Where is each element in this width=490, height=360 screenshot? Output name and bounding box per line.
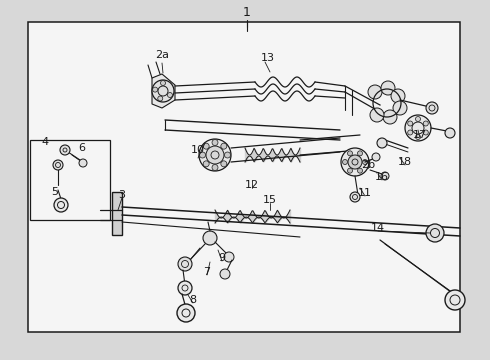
Circle shape bbox=[161, 81, 166, 86]
Circle shape bbox=[199, 139, 231, 171]
Circle shape bbox=[203, 161, 209, 167]
Circle shape bbox=[152, 80, 174, 102]
Circle shape bbox=[203, 143, 209, 149]
Circle shape bbox=[54, 198, 68, 212]
Text: 6: 6 bbox=[78, 143, 85, 153]
Circle shape bbox=[199, 152, 205, 158]
Circle shape bbox=[372, 153, 380, 161]
Text: 9: 9 bbox=[219, 253, 225, 263]
Text: 11: 11 bbox=[358, 188, 372, 198]
Circle shape bbox=[203, 231, 217, 245]
Circle shape bbox=[423, 130, 428, 135]
Text: 7: 7 bbox=[203, 267, 211, 277]
Circle shape bbox=[370, 108, 384, 122]
Circle shape bbox=[177, 304, 195, 322]
Polygon shape bbox=[152, 74, 175, 108]
Text: 8: 8 bbox=[190, 295, 196, 305]
Text: 12: 12 bbox=[245, 180, 259, 190]
Bar bbox=[28, 22, 460, 332]
Circle shape bbox=[381, 172, 389, 180]
Circle shape bbox=[350, 192, 360, 202]
Circle shape bbox=[408, 121, 413, 126]
Circle shape bbox=[358, 168, 363, 173]
Circle shape bbox=[426, 102, 438, 114]
Text: 14: 14 bbox=[371, 223, 385, 233]
Text: 5: 5 bbox=[51, 187, 58, 197]
Circle shape bbox=[158, 96, 163, 101]
Circle shape bbox=[348, 155, 362, 169]
Circle shape bbox=[368, 85, 382, 99]
Circle shape bbox=[381, 81, 395, 95]
Circle shape bbox=[423, 121, 428, 126]
Text: 13: 13 bbox=[261, 53, 275, 63]
Circle shape bbox=[358, 151, 363, 156]
Text: 10: 10 bbox=[191, 145, 205, 155]
Circle shape bbox=[405, 115, 431, 141]
Circle shape bbox=[152, 87, 158, 92]
Text: 1: 1 bbox=[243, 5, 251, 18]
Circle shape bbox=[416, 117, 420, 122]
Circle shape bbox=[426, 224, 444, 242]
Circle shape bbox=[168, 93, 172, 98]
Circle shape bbox=[445, 290, 465, 310]
Polygon shape bbox=[112, 192, 122, 235]
Circle shape bbox=[347, 151, 352, 156]
Circle shape bbox=[347, 168, 352, 173]
Circle shape bbox=[178, 257, 192, 271]
Circle shape bbox=[408, 130, 413, 135]
Circle shape bbox=[79, 159, 87, 167]
Circle shape bbox=[416, 135, 420, 140]
Circle shape bbox=[212, 140, 218, 145]
Text: 15: 15 bbox=[263, 195, 277, 205]
Circle shape bbox=[221, 161, 227, 167]
Text: 4: 4 bbox=[42, 137, 49, 147]
Circle shape bbox=[363, 159, 368, 165]
Circle shape bbox=[178, 281, 192, 295]
Circle shape bbox=[60, 145, 70, 155]
Circle shape bbox=[383, 110, 397, 124]
Text: 16: 16 bbox=[375, 172, 389, 182]
Text: 17: 17 bbox=[413, 130, 427, 140]
Text: 2a: 2a bbox=[155, 50, 169, 60]
Circle shape bbox=[391, 89, 405, 103]
Circle shape bbox=[341, 148, 369, 176]
Circle shape bbox=[53, 160, 63, 170]
Text: 2b: 2b bbox=[361, 160, 375, 170]
Circle shape bbox=[224, 252, 234, 262]
Circle shape bbox=[393, 101, 407, 115]
Circle shape bbox=[377, 138, 387, 148]
Circle shape bbox=[212, 165, 218, 171]
Bar bbox=[30, 140, 110, 220]
Circle shape bbox=[445, 128, 455, 138]
Circle shape bbox=[221, 143, 227, 149]
Text: 3: 3 bbox=[119, 190, 125, 200]
Circle shape bbox=[343, 159, 347, 165]
Circle shape bbox=[224, 152, 230, 158]
Circle shape bbox=[206, 146, 224, 164]
Circle shape bbox=[220, 269, 230, 279]
Text: 18: 18 bbox=[398, 157, 412, 167]
